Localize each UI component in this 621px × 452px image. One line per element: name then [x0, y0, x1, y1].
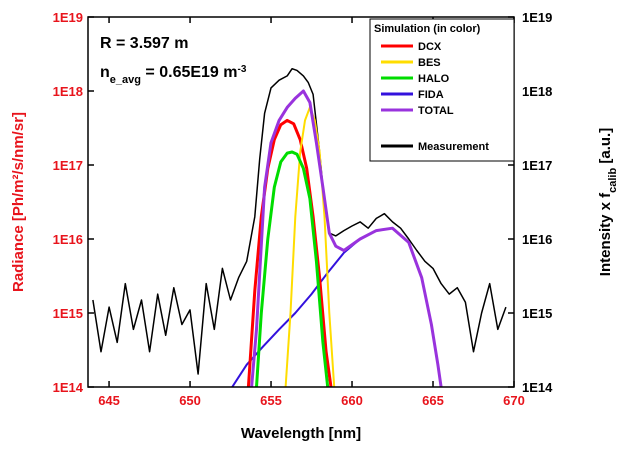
- y-tick-label-right: 1E16: [522, 232, 552, 247]
- y-tick-label-left: 1E16: [53, 232, 83, 247]
- legend-label-fida: FIDA: [418, 89, 444, 101]
- y-tick-label-right: 1E18: [522, 84, 552, 99]
- y-tick-label-left: 1E14: [53, 380, 84, 395]
- x-tick-label: 655: [260, 393, 282, 408]
- density-annotation-value: = 0.65E19 m: [141, 64, 238, 81]
- legend-title: Simulation (in color): [374, 23, 481, 35]
- density-annotation-sub: e_avg: [110, 74, 141, 86]
- x-tick-label: 645: [98, 393, 120, 408]
- x-tick-label: 670: [503, 393, 525, 408]
- y-tick-label-left: 1E18: [53, 84, 83, 99]
- y-axis-right-title-end: [a.u.]: [597, 128, 614, 168]
- legend-label-bes: BES: [418, 57, 441, 69]
- legend-box: [369, 18, 515, 162]
- y-axis-left-title: Radiance [Ph/m²/s/nm/sr]: [10, 112, 27, 292]
- x-tick-label: 650: [179, 393, 201, 408]
- x-tick-label: 665: [422, 393, 444, 408]
- density-annotation-main: n: [100, 64, 110, 81]
- series-line-halo: [255, 150, 330, 387]
- density-annotation-sup: -3: [238, 64, 247, 75]
- x-tick-label: 660: [341, 393, 363, 408]
- legend-label-halo: HALO: [418, 73, 450, 85]
- legend-label-dcx: DCX: [418, 41, 442, 53]
- y-axis-right-title: Intensity x fcalib [a.u.]: [597, 128, 619, 276]
- x-axis-title: Wavelength [nm]: [241, 425, 361, 442]
- y-tick-label-left: 1E17: [53, 158, 83, 173]
- y-tick-label-left: 1E19: [53, 10, 83, 25]
- density-annotation: ne_avg = 0.65E19 m-3: [100, 64, 247, 87]
- radius-annotation: R = 3.597 m: [100, 35, 189, 52]
- y-tick-label-left: 1E15: [53, 306, 83, 321]
- series-line-measurement: [92, 67, 507, 375]
- plot-frame: [87, 16, 515, 388]
- y-axis-right-title-main: Intensity x f: [597, 192, 614, 276]
- y-tick-label-right: 1E19: [522, 10, 552, 25]
- legend-label-measurement: Measurement: [418, 141, 489, 153]
- legend: Simulation (in color) DCX BES HALO FIDA TOTA…: [369, 18, 515, 162]
- series-line-fida: [231, 227, 443, 387]
- y-tick-label-right: 1E15: [522, 306, 552, 321]
- y-axis-right-title-sub: calib: [607, 168, 619, 193]
- legend-label-total: TOTAL: [418, 105, 454, 117]
- series-line-total: [250, 89, 443, 387]
- y-tick-label-right: 1E17: [522, 158, 552, 173]
- y-tick-label-right: 1E14: [522, 380, 553, 395]
